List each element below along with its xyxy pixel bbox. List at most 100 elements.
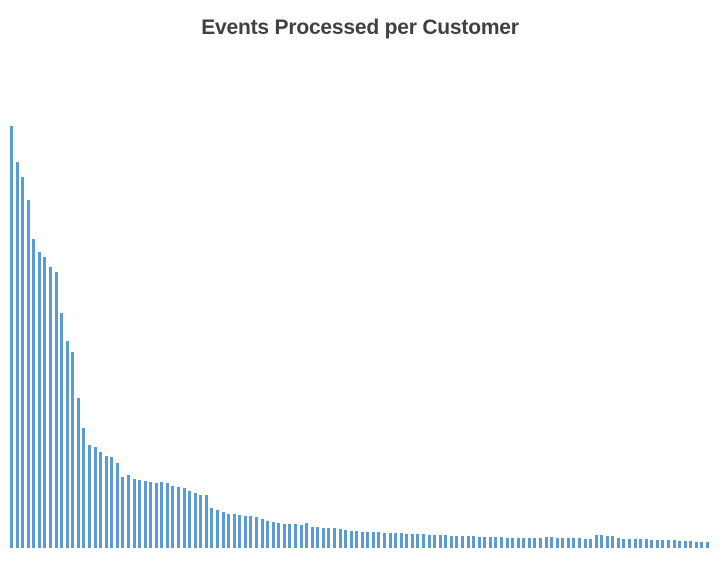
bar [477, 537, 481, 548]
bar [605, 536, 609, 548]
bar [644, 539, 648, 548]
bar [566, 538, 570, 548]
bar [488, 537, 492, 548]
bar [394, 533, 398, 548]
bar [594, 535, 598, 548]
bar [82, 428, 86, 548]
bar [21, 177, 25, 548]
bar [266, 521, 270, 548]
bar [499, 537, 503, 548]
bar [383, 533, 387, 548]
bar [121, 477, 125, 548]
bar [388, 533, 392, 548]
bar [449, 536, 453, 548]
bar [633, 539, 637, 548]
bar [527, 538, 531, 548]
bar [366, 532, 370, 548]
bar [310, 527, 314, 548]
bar [494, 537, 498, 548]
bar [572, 538, 576, 548]
bar [589, 539, 593, 548]
bar [15, 162, 19, 548]
bar [299, 525, 303, 548]
bar [154, 483, 158, 548]
bar [249, 516, 253, 548]
bar [293, 524, 297, 548]
bar [65, 341, 69, 548]
bar [327, 528, 331, 548]
bar [87, 445, 91, 548]
bar [210, 508, 214, 548]
bar [271, 522, 275, 548]
bar [694, 542, 698, 548]
bar [700, 542, 704, 548]
bar [76, 398, 80, 548]
bar [54, 272, 58, 548]
bar [99, 452, 103, 548]
bar [427, 535, 431, 548]
bar [243, 516, 247, 548]
bar [616, 538, 620, 548]
bar [71, 352, 75, 548]
bar [577, 538, 581, 548]
bar [227, 514, 231, 548]
bar [138, 480, 142, 548]
bar [305, 523, 309, 548]
bar [683, 541, 687, 548]
bar [639, 539, 643, 548]
bar [149, 482, 153, 548]
bar [667, 540, 671, 548]
bar [472, 536, 476, 548]
bar [650, 540, 654, 548]
bar [221, 512, 225, 548]
bar [104, 456, 108, 548]
bar [438, 535, 442, 548]
bar [360, 532, 364, 548]
bar [544, 537, 548, 548]
bar [672, 540, 676, 548]
bar [188, 491, 192, 548]
bar [93, 447, 97, 548]
bar [37, 252, 41, 548]
bar [288, 524, 292, 548]
bar [433, 535, 437, 548]
bar [199, 495, 203, 548]
bar [254, 517, 258, 548]
bar [410, 534, 414, 548]
bar [332, 528, 336, 548]
bar [416, 534, 420, 548]
bar [555, 538, 559, 548]
bar [483, 537, 487, 548]
bar [10, 126, 13, 548]
bar [522, 538, 526, 548]
bar [43, 257, 47, 548]
bar [193, 493, 197, 548]
bar-chart-plot-area [10, 118, 710, 548]
bar [277, 523, 281, 548]
bar [583, 539, 587, 548]
bar [706, 542, 709, 548]
bar [461, 536, 464, 548]
bar [115, 463, 119, 548]
bar [422, 534, 426, 548]
bar [238, 515, 242, 548]
bar [611, 536, 615, 548]
bar [405, 534, 409, 548]
bar [160, 482, 164, 548]
bar [321, 528, 325, 548]
bar [177, 487, 181, 548]
bar [126, 475, 130, 548]
chart-title: Events Processed per Customer [201, 16, 519, 39]
bar [316, 527, 320, 548]
bar [349, 531, 353, 548]
bar [661, 540, 665, 548]
bar [628, 539, 632, 548]
bar [143, 481, 147, 548]
bar [600, 535, 604, 548]
bar [377, 532, 381, 548]
bar [182, 488, 186, 548]
bar [550, 537, 554, 548]
bar [689, 541, 693, 548]
bar [216, 510, 220, 548]
bar [516, 538, 520, 548]
